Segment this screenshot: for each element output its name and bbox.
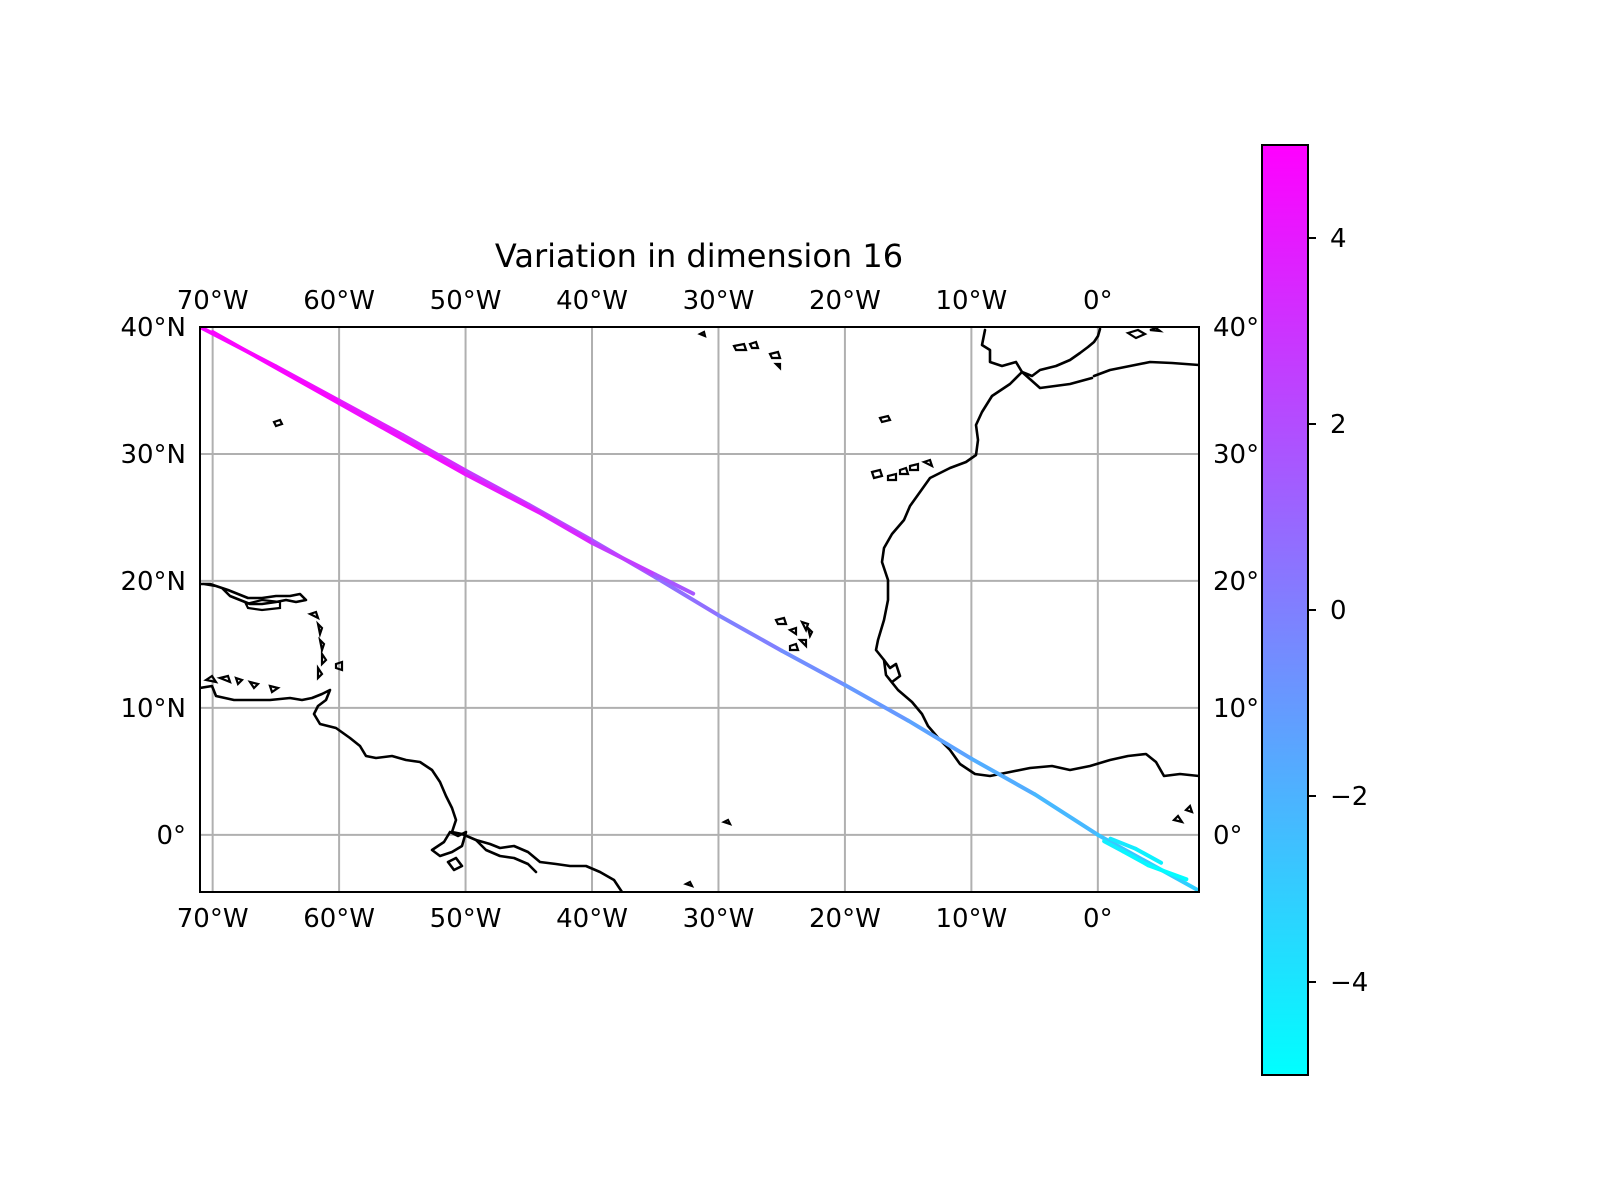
- lon-tick-label: 10°W: [935, 904, 1007, 934]
- colorbar-tick-label: −2: [1330, 782, 1368, 812]
- lat-tick-label: 0°: [156, 821, 186, 851]
- coastline-brazil-east: [474, 838, 538, 874]
- colorbar-ticks: 4 2 0 −2 −4: [1308, 224, 1368, 998]
- island-bermuda: [272, 418, 284, 428]
- lon-tick-label: 60°W: [303, 904, 375, 934]
- coastline-caribbean-cuba: [200, 582, 308, 606]
- trajectory-segment: [653, 572, 696, 596]
- coastline-europe-south: [1092, 360, 1199, 378]
- coastline-mediterranean: [1020, 370, 1094, 390]
- trajectory-segment: [1133, 846, 1164, 865]
- island-antilles: [307, 610, 344, 681]
- trajectory-segment: [653, 575, 721, 618]
- lon-tick-label: 20°W: [809, 904, 881, 934]
- lat-tick-labels-left: 40°N 30°N 20°N 10°N 0°: [120, 313, 186, 851]
- trajectory-segment: [1108, 836, 1138, 851]
- coastline-iberia: [980, 327, 1102, 378]
- trajectory-segment: [210, 330, 342, 406]
- trajectory-segment: [590, 540, 658, 577]
- trajectory-segment: [1121, 849, 1151, 868]
- coastline-africa-west: [874, 370, 1199, 778]
- island-cape-verde: [774, 616, 814, 652]
- colorbar: [1261, 144, 1309, 1076]
- trajectory-lines: [200, 327, 1199, 892]
- lon-tick-label: 0°: [1083, 904, 1113, 934]
- lon-tick-label: 70°W: [177, 286, 249, 316]
- trajectory-segment: [969, 756, 1037, 797]
- trajectory-segment: [906, 718, 974, 761]
- lat-tick-label: 10°N: [120, 694, 186, 724]
- lat-tick-label: 30°N: [120, 440, 186, 470]
- island-sao-tome: [1171, 803, 1194, 824]
- island-azores: [697, 330, 782, 371]
- map-frame: [199, 326, 1200, 893]
- trajectory-segment: [1032, 792, 1100, 837]
- lat-tick-labels-right: 40° 30° 20° 10° 0°: [1213, 313, 1259, 851]
- lon-tick-labels-bottom: 70°W 60°W 50°W 40°W 30°W 20°W 10°W 0°: [177, 904, 1113, 934]
- trajectory-segment: [539, 511, 595, 545]
- lon-tick-label: 60°W: [303, 286, 375, 316]
- colorbar-tick-label: 4: [1330, 224, 1347, 254]
- island-bahamas: [203, 674, 281, 694]
- trajectory-segment: [779, 648, 847, 688]
- coastline-amazon-delta: [430, 830, 468, 872]
- lat-tick-label: 20°N: [120, 567, 186, 597]
- trajectory-segment: [842, 683, 911, 723]
- trajectory-segment: [1102, 839, 1126, 854]
- coastline-south-america: [200, 684, 624, 892]
- coastline-guinea-detail: [882, 658, 902, 684]
- colorbar-tick-label: 2: [1330, 410, 1347, 440]
- gridlines: [200, 326, 1199, 892]
- trajectory-segment: [400, 432, 468, 473]
- trajectory-segment: [463, 468, 531, 507]
- lat-tick-label: 40°: [1213, 313, 1259, 343]
- lon-tick-label: 30°W: [683, 286, 755, 316]
- lat-tick-label: 10°: [1213, 694, 1259, 724]
- trajectory-segment: [337, 401, 468, 477]
- trajectory-segment: [337, 398, 405, 437]
- lon-tick-label: 40°W: [556, 904, 628, 934]
- lat-tick-label: 0°: [1213, 821, 1243, 851]
- colorbar-tick-label: 0: [1330, 596, 1347, 626]
- island-madeira: [878, 414, 892, 424]
- trajectory-segment: [1146, 863, 1189, 882]
- lat-tick-label: 20°: [1213, 567, 1259, 597]
- island-balearic: [1125, 328, 1148, 340]
- trajectory-segment: [463, 472, 544, 516]
- trajectory-segment: [716, 613, 784, 653]
- lat-tick-label: 30°: [1213, 440, 1259, 470]
- coastlines: [200, 327, 1199, 892]
- lon-tick-label: 10°W: [935, 286, 1007, 316]
- lat-tick-label: 40°N: [120, 313, 186, 343]
- island-europe-small: [1149, 327, 1164, 333]
- lon-tick-label: 50°W: [430, 286, 502, 316]
- lon-tick-label: 70°W: [177, 904, 249, 934]
- lon-tick-labels-top: 70°W 60°W 50°W 40°W 30°W 20°W 10°W 0°: [177, 286, 1113, 316]
- colorbar-tick-label: −4: [1330, 968, 1368, 998]
- map-title: Variation in dimension 16: [495, 237, 903, 275]
- lon-tick-label: 30°W: [683, 904, 755, 934]
- lon-tick-label: 20°W: [809, 286, 881, 316]
- trajectory-segment: [1095, 832, 1151, 865]
- lon-tick-label: 0°: [1083, 286, 1113, 316]
- island-fernando: [683, 880, 695, 888]
- lon-tick-label: 50°W: [430, 904, 502, 934]
- island-st-peter-paul: [721, 818, 733, 826]
- island-hispaniola: [244, 598, 282, 612]
- lon-tick-label: 40°W: [556, 286, 628, 316]
- island-canary: [870, 458, 934, 482]
